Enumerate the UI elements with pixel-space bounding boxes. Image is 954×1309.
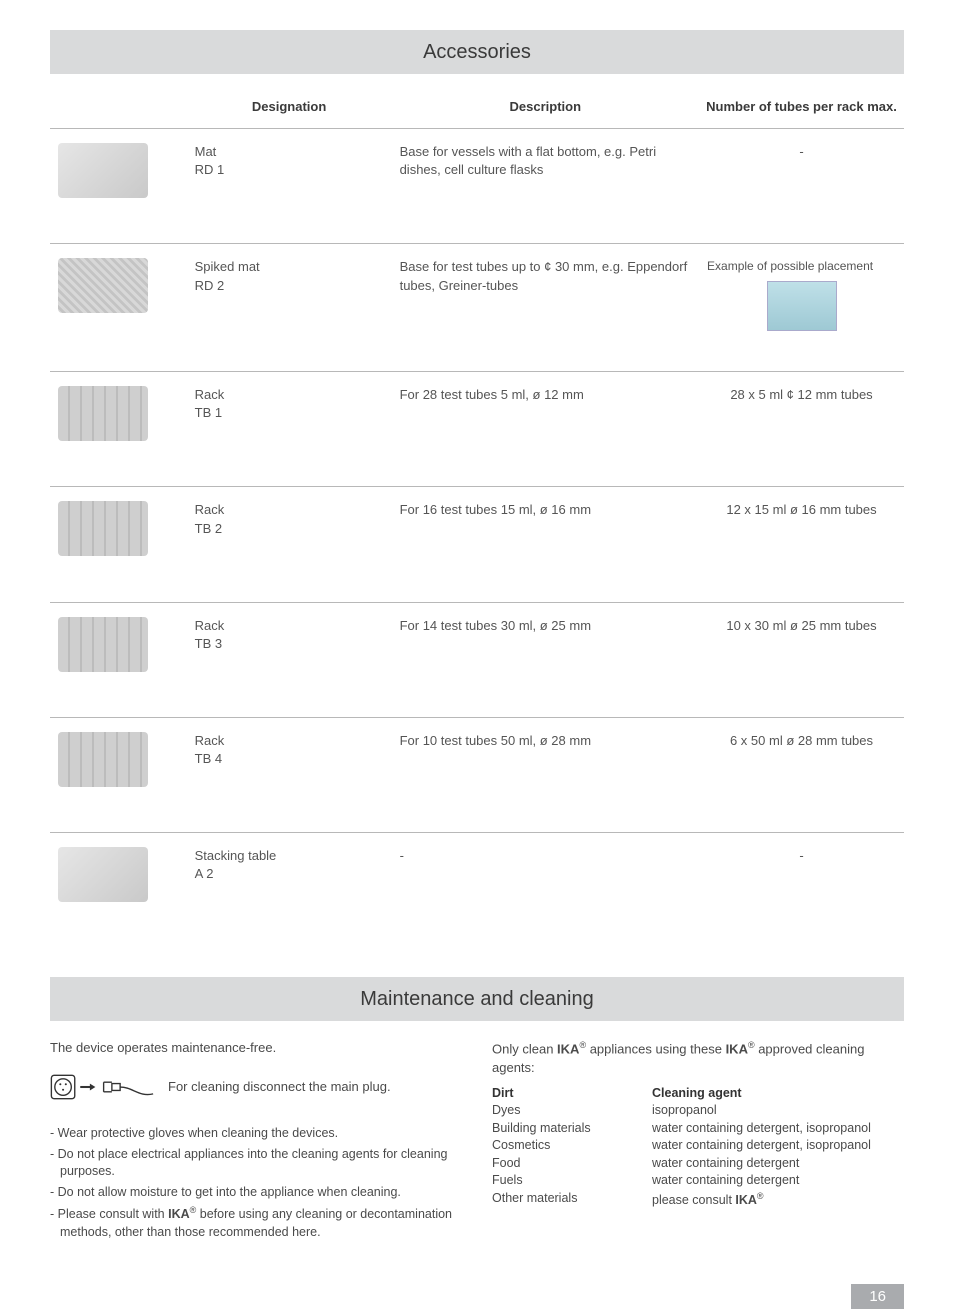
dirt-cell: Other materials [492, 1190, 652, 1210]
disconnect-plug-icon [50, 1067, 160, 1107]
number-cell: 12 x 15 ml ø 16 mm tubes [699, 487, 904, 602]
product-image [58, 386, 148, 441]
table-row: RackTB 3For 14 test tubes 30 ml, ø 25 mm… [50, 602, 904, 717]
designation-cell: RackTB 3 [187, 602, 392, 717]
maintenance-header: Maintenance and cleaning [50, 977, 904, 1021]
agent-cell: water containing detergent, isopropanol [652, 1120, 904, 1138]
dirt-cell: Building materials [492, 1120, 652, 1138]
dirt-cell: Cosmetics [492, 1137, 652, 1155]
description-cell: - [392, 832, 699, 947]
table-row: RackTB 4For 10 test tubes 50 ml, ø 28 mm… [50, 717, 904, 832]
description-cell: For 10 test tubes 50 ml, ø 28 mm [392, 717, 699, 832]
brand-ika: IKA [557, 1041, 579, 1056]
bullet-item: - Do not allow moisture to get into the … [50, 1184, 462, 1202]
product-image [58, 732, 148, 787]
number-cell: - [699, 832, 904, 947]
description-cell: For 28 test tubes 5 ml, ø 12 mm [392, 372, 699, 487]
bullet-item: - Do not place electrical appliances int… [50, 1146, 462, 1181]
agent-row: Cosmeticswater containing detergent, iso… [492, 1137, 904, 1155]
designation-cell: Stacking tableA 2 [187, 832, 392, 947]
number-cell: 28 x 5 ml ¢ 12 mm tubes [699, 372, 904, 487]
cleaning-intro: Only clean IKA® appliances using these I… [492, 1039, 904, 1077]
maintenance-right: Only clean IKA® appliances using these I… [492, 1039, 904, 1244]
agent-row: Fuelswater containing detergent [492, 1172, 904, 1190]
dirt-cell: Dyes [492, 1102, 652, 1120]
agent-cell: water containing detergent, isopropanol [652, 1137, 904, 1155]
number-cell: 10 x 30 ml ø 25 mm tubes [699, 602, 904, 717]
maintenance-bullets: - Wear protective gloves when cleaning t… [50, 1125, 462, 1241]
col-header-blank [50, 92, 187, 129]
txt: Only clean [492, 1041, 557, 1056]
description-cell: For 14 test tubes 30 ml, ø 25 mm [392, 602, 699, 717]
col-header-description: Description [392, 92, 699, 129]
designation-cell: MatRD 1 [187, 129, 392, 244]
product-image [58, 143, 148, 198]
agent-row: Other materialsplease consult IKA® [492, 1190, 904, 1210]
agents-table: Dirt Cleaning agent DyesisopropanolBuild… [492, 1085, 904, 1210]
bullet-item: - Please consult with IKA® before using … [50, 1204, 462, 1241]
agents-header-dirt: Dirt [492, 1085, 652, 1103]
table-row: Stacking tableA 2-- [50, 832, 904, 947]
maintenance-intro: The device operates maintenance-free. [50, 1039, 462, 1057]
txt: appliances using these [586, 1041, 725, 1056]
agent-cell: please consult IKA® [652, 1190, 904, 1210]
maintenance-left: The device operates maintenance-free. Fo… [50, 1039, 462, 1244]
product-image [58, 501, 148, 556]
table-row: Spiked matRD 2Base for test tubes up to … [50, 244, 904, 372]
description-cell: Base for vessels with a flat bottom, e.g… [392, 129, 699, 244]
dirt-cell: Fuels [492, 1172, 652, 1190]
product-image [58, 258, 148, 313]
agents-header-agent: Cleaning agent [652, 1085, 904, 1103]
number-cell: - [699, 129, 904, 244]
number-cell: 6 x 50 ml ø 28 mm tubes [699, 717, 904, 832]
plug-row: For cleaning disconnect the main plug. [50, 1067, 462, 1107]
designation-cell: RackTB 2 [187, 487, 392, 602]
table-row: MatRD 1Base for vessels with a flat bott… [50, 129, 904, 244]
agent-row: Dyesisopropanol [492, 1102, 904, 1120]
agent-cell: water containing detergent [652, 1155, 904, 1173]
example-thumb [767, 281, 837, 331]
bullet-item: - Wear protective gloves when cleaning t… [50, 1125, 462, 1143]
page-number: 16 [851, 1284, 904, 1309]
product-image [58, 617, 148, 672]
brand-ika: IKA [726, 1041, 748, 1056]
plug-note: For cleaning disconnect the main plug. [168, 1078, 391, 1096]
number-cell: Example of possible placement [699, 244, 904, 372]
col-header-designation: Designation [187, 92, 392, 129]
agent-row: Building materialswater containing deter… [492, 1120, 904, 1138]
example-note: Example of possible placement [707, 258, 896, 275]
description-cell: For 16 test tubes 15 ml, ø 16 mm [392, 487, 699, 602]
col-header-number: Number of tubes per rack max. [699, 92, 904, 129]
table-row: RackTB 2For 16 test tubes 15 ml, ø 16 mm… [50, 487, 904, 602]
dirt-cell: Food [492, 1155, 652, 1173]
designation-cell: RackTB 4 [187, 717, 392, 832]
description-cell: Base for test tubes up to ¢ 30 mm, e.g. … [392, 244, 699, 372]
agent-cell: isopropanol [652, 1102, 904, 1120]
accessories-header: Accessories [50, 30, 904, 74]
table-row: RackTB 1For 28 test tubes 5 ml, ø 12 mm2… [50, 372, 904, 487]
designation-cell: RackTB 1 [187, 372, 392, 487]
designation-cell: Spiked matRD 2 [187, 244, 392, 372]
agent-cell: water containing detergent [652, 1172, 904, 1190]
accessories-table: Designation Description Number of tubes … [50, 92, 904, 947]
product-image [58, 847, 148, 902]
maintenance-columns: The device operates maintenance-free. Fo… [50, 1039, 904, 1244]
agent-row: Foodwater containing detergent [492, 1155, 904, 1173]
